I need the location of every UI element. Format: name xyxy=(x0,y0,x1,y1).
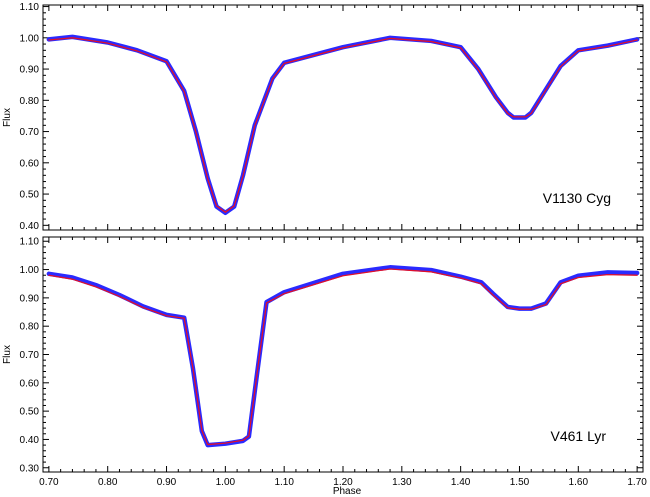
x-tick-label: 1.30 xyxy=(392,477,412,488)
x-tick-label: 1.10 xyxy=(274,477,294,488)
star-name-label-top: V1130 Cyg xyxy=(543,190,611,206)
x-tick-label: 1.20 xyxy=(333,477,353,488)
y-axis-title-top: Flux xyxy=(2,108,13,127)
y-tick-label: 0.40 xyxy=(20,435,40,446)
x-tick-label: 0.70 xyxy=(39,477,59,488)
x-tick-label: 1.50 xyxy=(510,477,530,488)
model-light-curve xyxy=(48,268,638,446)
y-tick-label: 1.00 xyxy=(20,33,40,44)
y-tick-label: 0.40 xyxy=(20,221,40,232)
x-tick-label: 1.40 xyxy=(451,477,471,488)
y-tick-label: 0.30 xyxy=(20,463,40,474)
y-tick-label: 1.10 xyxy=(20,237,40,248)
y-tick-label: 0.90 xyxy=(20,293,40,304)
y-tick-label: 0.60 xyxy=(20,158,40,169)
y-tick-label: 0.80 xyxy=(20,96,40,107)
x-tick-label: 1.60 xyxy=(569,477,589,488)
x-tick-label: 1.70 xyxy=(627,477,647,488)
y-axis-title-bottom: Flux xyxy=(2,345,13,364)
y-tick-label: 0.60 xyxy=(20,378,40,389)
y-tick-label: 0.70 xyxy=(20,350,40,361)
x-tick-label: 0.80 xyxy=(98,477,118,488)
y-tick-label: 0.90 xyxy=(20,65,40,76)
y-tick-label: 0.70 xyxy=(20,127,40,138)
y-tick-label: 0.50 xyxy=(20,407,40,418)
y-tick-label: 1.10 xyxy=(20,2,40,13)
y-tick-label: 0.50 xyxy=(20,190,40,201)
observed-light-curve xyxy=(46,34,640,216)
y-tick-label: 0.80 xyxy=(20,322,40,333)
y-tick-label: 1.00 xyxy=(20,265,40,276)
model-light-curve xyxy=(48,37,638,213)
observed-light-curve xyxy=(46,265,640,448)
panel-bottom: Flux Phase V461 Lyr 0.70 0.80 0.90 1.00 1.10… xyxy=(2,236,647,497)
panel-top: Flux V1130 Cyg 0.40 0.50 0.60 0.70 0.80 0.90 1… xyxy=(2,2,644,232)
x-tick-label: 1.00 xyxy=(216,477,236,488)
star-name-label-bottom: V461 Lyr xyxy=(550,428,606,444)
x-tick-label: 0.90 xyxy=(157,477,177,488)
x-axis-title: Phase xyxy=(333,486,362,497)
